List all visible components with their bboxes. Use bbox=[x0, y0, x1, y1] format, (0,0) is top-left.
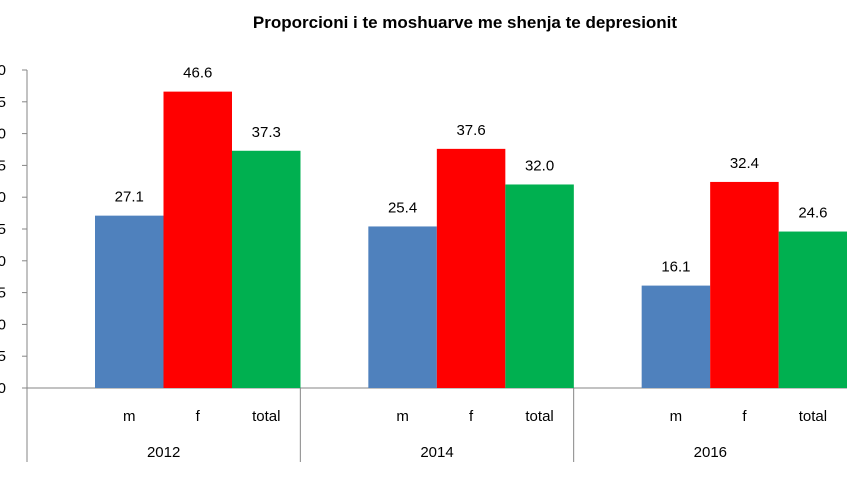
y-tick-label: 5 bbox=[0, 157, 6, 174]
bar-2014-f bbox=[436, 148, 506, 388]
bar-2016-total bbox=[778, 231, 847, 388]
y-tick-label: 0 bbox=[0, 62, 6, 79]
y-tick-label: 0 bbox=[0, 253, 6, 270]
data-label-2014-f: 37.6 bbox=[456, 122, 485, 139]
year-label-2012: 2012 bbox=[147, 444, 180, 461]
data-label-2016-f: 32.4 bbox=[730, 155, 759, 172]
chart-title: Proporcioni i te moshuarve me shenja te … bbox=[253, 13, 678, 32]
category-label-m: m bbox=[123, 408, 136, 425]
category-label-m: m bbox=[396, 408, 409, 425]
bar-2012-total bbox=[232, 150, 301, 388]
bar-2016-f bbox=[710, 181, 779, 388]
data-label-2016-total: 24.6 bbox=[798, 205, 827, 222]
plot-area: 0 5 0 5 0 5 0 5 0 5 0 27.1 m 46.6 f 37.3 total 2012 25.4 m 3… bbox=[0, 62, 847, 462]
y-tick-label: 0 bbox=[0, 126, 6, 143]
bar-2016-m bbox=[641, 285, 711, 388]
y-tick-label: 5 bbox=[0, 94, 6, 111]
data-label-2016-m: 16.1 bbox=[661, 259, 690, 276]
category-label-f: f bbox=[742, 408, 747, 425]
y-tick-label: 0 bbox=[0, 316, 6, 333]
y-tick-label: 0 bbox=[0, 380, 6, 397]
category-label-total: total bbox=[525, 408, 553, 425]
y-tick-label: 5 bbox=[0, 348, 6, 365]
bar-2014-total bbox=[505, 184, 574, 388]
year-label-2014: 2014 bbox=[420, 444, 453, 461]
bar-2014-m bbox=[368, 226, 437, 388]
data-label-2012-f: 46.6 bbox=[183, 65, 212, 82]
category-label-total: total bbox=[799, 408, 827, 425]
category-label-f: f bbox=[469, 408, 474, 425]
bar-2012-m bbox=[95, 215, 164, 388]
y-tick-label: 5 bbox=[0, 221, 6, 238]
category-label-f: f bbox=[196, 408, 201, 425]
category-label-total: total bbox=[252, 408, 280, 425]
data-label-2014-total: 32.0 bbox=[525, 157, 554, 174]
y-tick-label: 0 bbox=[0, 189, 6, 206]
category-label-m: m bbox=[670, 408, 683, 425]
data-label-2014-m: 25.4 bbox=[388, 199, 417, 216]
data-label-2012-m: 27.1 bbox=[115, 189, 144, 206]
y-tick-label: 5 bbox=[0, 285, 6, 302]
data-label-2012-total: 37.3 bbox=[252, 124, 281, 141]
bar-2012-f bbox=[163, 91, 232, 389]
year-label-2016: 2016 bbox=[694, 444, 727, 461]
